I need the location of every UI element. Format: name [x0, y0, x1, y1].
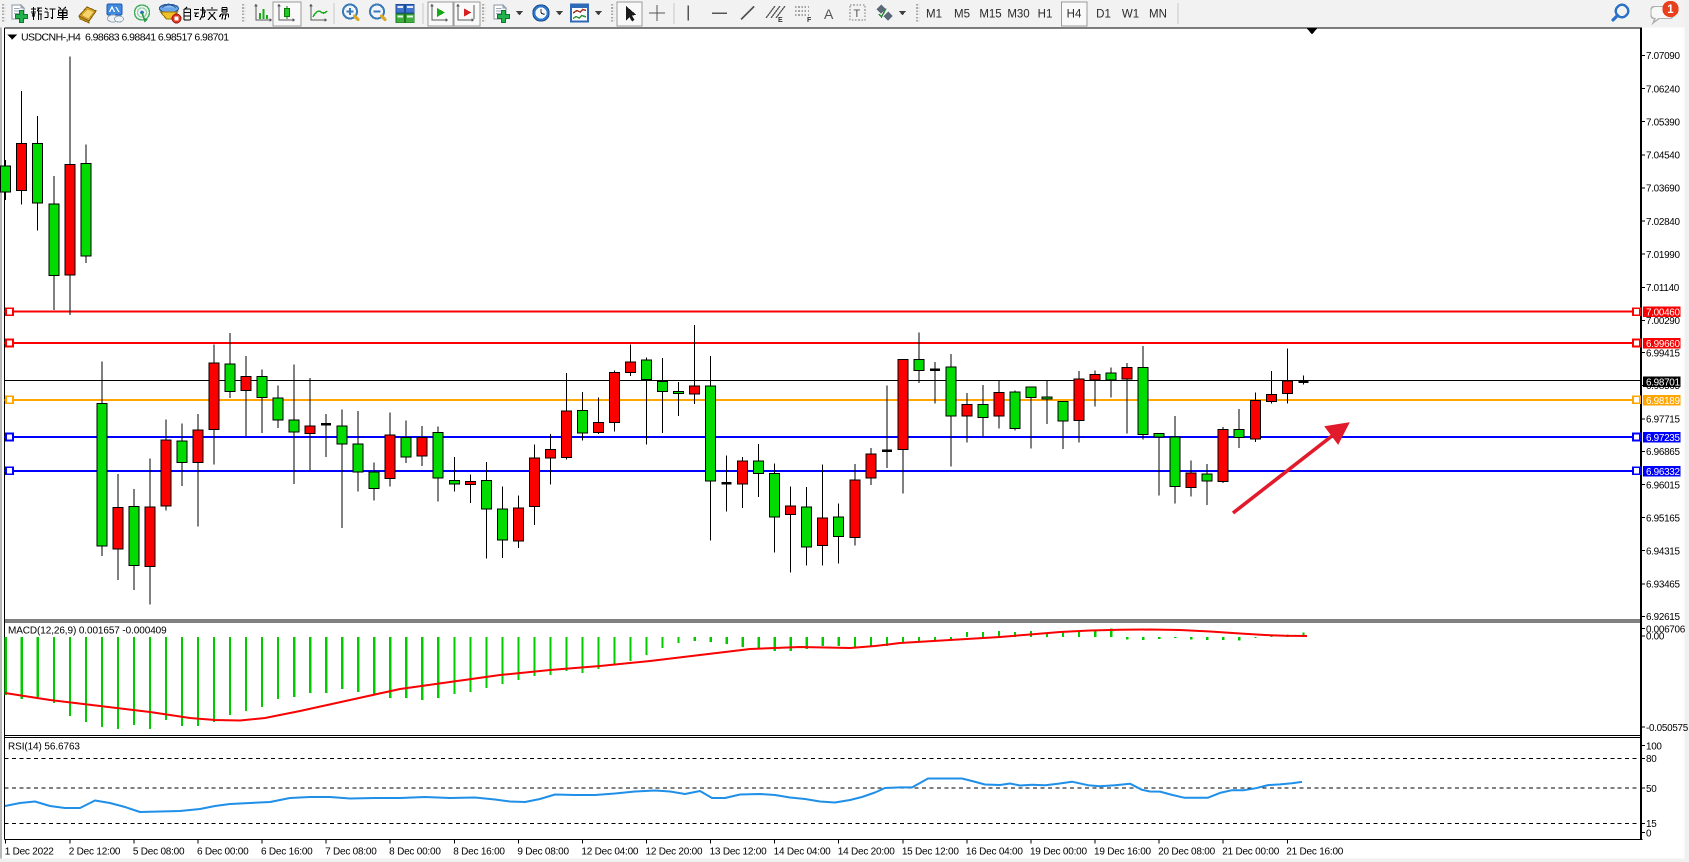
svg-text:16 Dec 04:00: 16 Dec 04:00 [966, 847, 1024, 858]
svg-text:7.05390: 7.05390 [1646, 117, 1681, 128]
svg-text:1: 1 [1667, 4, 1674, 16]
svg-text:7.07090: 7.07090 [1646, 51, 1681, 62]
svg-text:0.00: 0.00 [1646, 632, 1665, 643]
svg-text:6.98701: 6.98701 [1646, 377, 1681, 388]
svg-text:9 Dec 08:00: 9 Dec 08:00 [517, 847, 569, 858]
svg-text:6 Dec 16:00: 6 Dec 16:00 [261, 847, 313, 858]
svg-text:80: 80 [1646, 754, 1657, 765]
svg-text:D1: D1 [1096, 9, 1111, 21]
svg-text:12 Dec 04:00: 12 Dec 04:00 [581, 847, 639, 858]
svg-text:6.96865: 6.96865 [1646, 447, 1681, 458]
svg-text:21 Dec 16:00: 21 Dec 16:00 [1286, 847, 1344, 858]
svg-text:8 Dec 16:00: 8 Dec 16:00 [453, 847, 505, 858]
svg-text:M5: M5 [954, 9, 970, 21]
svg-text:MN: MN [1149, 9, 1167, 21]
svg-text:14 Dec 04:00: 14 Dec 04:00 [774, 847, 832, 858]
svg-text:F: F [807, 17, 812, 24]
svg-text:7.04540: 7.04540 [1646, 151, 1681, 162]
svg-text:100: 100 [1646, 741, 1662, 752]
svg-text:6.97715: 6.97715 [1646, 415, 1681, 426]
svg-text:7.01990: 7.01990 [1646, 250, 1681, 261]
svg-text:20 Dec 08:00: 20 Dec 08:00 [1158, 847, 1216, 858]
svg-text:MACD(12,26,9) 0.001657 -0.0004: MACD(12,26,9) 0.001657 -0.000409 [8, 626, 167, 637]
svg-text:7.03690: 7.03690 [1646, 184, 1681, 195]
svg-text:6.95165: 6.95165 [1646, 514, 1681, 525]
svg-text:13 Dec 12:00: 13 Dec 12:00 [710, 847, 768, 858]
svg-text:50: 50 [1646, 784, 1657, 795]
svg-text:6.96332: 6.96332 [1646, 467, 1680, 478]
svg-text:RSI(14) 56.6763: RSI(14) 56.6763 [8, 742, 80, 753]
svg-text:7.06240: 7.06240 [1646, 84, 1681, 95]
svg-text:M30: M30 [1007, 9, 1029, 21]
svg-text:7.00290: 7.00290 [1646, 316, 1681, 327]
svg-text:19 Dec 16:00: 19 Dec 16:00 [1094, 847, 1152, 858]
svg-text:21 Dec 00:00: 21 Dec 00:00 [1222, 847, 1280, 858]
svg-text:W1: W1 [1122, 9, 1139, 21]
svg-text:USDCNH-,H4 6.98683 6.98841 6.: USDCNH-,H4 6.98683 6.98841 6.98517 6.987… [21, 32, 229, 44]
svg-text:6.98189: 6.98189 [1646, 396, 1681, 407]
svg-text:12 Dec 20:00: 12 Dec 20:00 [646, 847, 704, 858]
svg-text:E: E [778, 17, 783, 24]
svg-text:H4: H4 [1067, 9, 1082, 21]
svg-text:H1: H1 [1038, 9, 1053, 21]
svg-text:6.97235: 6.97235 [1646, 433, 1681, 444]
svg-text:-0.050575: -0.050575 [1646, 723, 1689, 734]
svg-text:8 Dec 00:00: 8 Dec 00:00 [389, 847, 441, 858]
svg-text:14 Dec 20:00: 14 Dec 20:00 [838, 847, 896, 858]
svg-text:M1: M1 [926, 9, 942, 21]
svg-text:2 Dec 12:00: 2 Dec 12:00 [69, 847, 121, 858]
svg-text:1 Dec 2022: 1 Dec 2022 [5, 847, 55, 858]
svg-text:5 Dec 08:00: 5 Dec 08:00 [133, 847, 185, 858]
svg-text:T: T [854, 8, 861, 20]
svg-text:7.01140: 7.01140 [1646, 283, 1680, 294]
svg-text:7.02840: 7.02840 [1646, 217, 1681, 228]
svg-text:6.99660: 6.99660 [1646, 339, 1681, 350]
svg-text:0.006706: 0.006706 [1646, 625, 1686, 636]
svg-text:6.96015: 6.96015 [1646, 481, 1681, 492]
svg-text:15 Dec 12:00: 15 Dec 12:00 [902, 847, 960, 858]
svg-text:6.93465: 6.93465 [1646, 580, 1681, 591]
svg-text:6 Dec 00:00: 6 Dec 00:00 [197, 847, 249, 858]
svg-text:0: 0 [1646, 828, 1652, 839]
svg-text:M15: M15 [979, 9, 1001, 21]
svg-text:7 Dec 08:00: 7 Dec 08:00 [325, 847, 377, 858]
svg-text:15: 15 [1646, 819, 1657, 830]
svg-text:6.94315: 6.94315 [1646, 546, 1681, 557]
svg-text:A: A [824, 6, 834, 22]
svg-text:6.92615: 6.92615 [1646, 612, 1681, 623]
svg-text:6.99415: 6.99415 [1646, 349, 1681, 360]
svg-text:19 Dec 00:00: 19 Dec 00:00 [1030, 847, 1088, 858]
svg-text:7.00460: 7.00460 [1646, 308, 1681, 319]
